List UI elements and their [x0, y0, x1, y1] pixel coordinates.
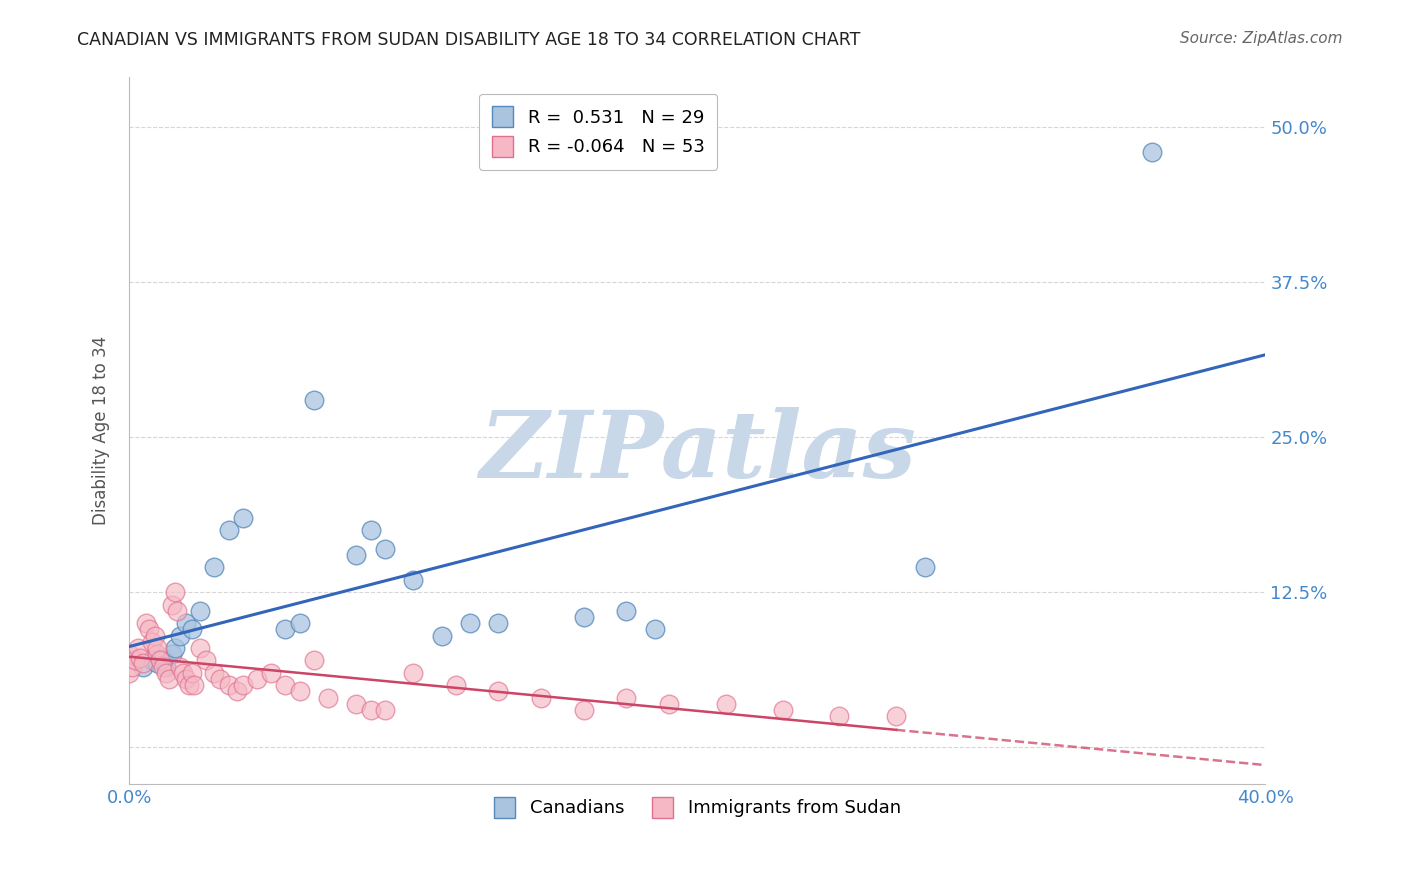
- Point: [402, 665, 425, 680]
- Point: [572, 703, 595, 717]
- Point: [146, 640, 169, 655]
- Point: [772, 703, 794, 717]
- Point: [188, 604, 211, 618]
- Point: [157, 672, 180, 686]
- Point: [360, 523, 382, 537]
- Point: [146, 647, 169, 661]
- Text: Source: ZipAtlas.com: Source: ZipAtlas.com: [1180, 31, 1343, 46]
- Point: [828, 709, 851, 723]
- Text: ZIPatlas: ZIPatlas: [479, 407, 915, 497]
- Point: [118, 647, 141, 661]
- Point: [430, 629, 453, 643]
- Point: [1140, 145, 1163, 159]
- Point: [402, 573, 425, 587]
- Point: [141, 634, 163, 648]
- Point: [143, 629, 166, 643]
- Point: [218, 523, 240, 537]
- Point: [288, 684, 311, 698]
- Point: [374, 541, 396, 556]
- Point: [166, 604, 188, 618]
- Point: [135, 616, 157, 631]
- Point: [152, 651, 174, 665]
- Point: [444, 678, 467, 692]
- Point: [180, 623, 202, 637]
- Point: [194, 653, 217, 667]
- Point: [344, 697, 367, 711]
- Y-axis label: Disability Age 18 to 34: Disability Age 18 to 34: [93, 336, 110, 525]
- Point: [172, 665, 194, 680]
- Legend: Canadians, Immigrants from Sudan: Canadians, Immigrants from Sudan: [486, 789, 908, 825]
- Point: [124, 653, 146, 667]
- Point: [274, 623, 297, 637]
- Point: [246, 672, 269, 686]
- Point: [180, 665, 202, 680]
- Point: [658, 697, 681, 711]
- Point: [155, 659, 177, 673]
- Point: [458, 616, 481, 631]
- Point: [160, 647, 183, 661]
- Point: [132, 659, 155, 673]
- Point: [232, 510, 254, 524]
- Point: [155, 665, 177, 680]
- Point: [174, 672, 197, 686]
- Point: [486, 616, 509, 631]
- Point: [129, 651, 152, 665]
- Point: [169, 629, 191, 643]
- Point: [183, 678, 205, 692]
- Point: [614, 690, 637, 705]
- Point: [127, 640, 149, 655]
- Point: [208, 672, 231, 686]
- Point: [163, 585, 186, 599]
- Point: [714, 697, 737, 711]
- Point: [316, 690, 339, 705]
- Point: [884, 709, 907, 723]
- Point: [344, 548, 367, 562]
- Point: [163, 640, 186, 655]
- Point: [360, 703, 382, 717]
- Point: [530, 690, 553, 705]
- Point: [614, 604, 637, 618]
- Point: [288, 616, 311, 631]
- Point: [644, 623, 666, 637]
- Point: [174, 616, 197, 631]
- Point: [486, 684, 509, 698]
- Point: [121, 659, 143, 673]
- Point: [302, 392, 325, 407]
- Point: [160, 598, 183, 612]
- Point: [146, 656, 169, 670]
- Point: [202, 560, 225, 574]
- Point: [202, 665, 225, 680]
- Point: [302, 653, 325, 667]
- Point: [274, 678, 297, 692]
- Point: [374, 703, 396, 717]
- Point: [169, 659, 191, 673]
- Point: [572, 610, 595, 624]
- Point: [118, 665, 141, 680]
- Point: [141, 653, 163, 667]
- Text: CANADIAN VS IMMIGRANTS FROM SUDAN DISABILITY AGE 18 TO 34 CORRELATION CHART: CANADIAN VS IMMIGRANTS FROM SUDAN DISABI…: [77, 31, 860, 49]
- Point: [218, 678, 240, 692]
- Point: [226, 684, 249, 698]
- Point: [152, 659, 174, 673]
- Point: [260, 665, 283, 680]
- Point: [188, 640, 211, 655]
- Point: [132, 656, 155, 670]
- Point: [177, 678, 200, 692]
- Point: [149, 653, 172, 667]
- Point: [232, 678, 254, 692]
- Point: [138, 623, 160, 637]
- Point: [914, 560, 936, 574]
